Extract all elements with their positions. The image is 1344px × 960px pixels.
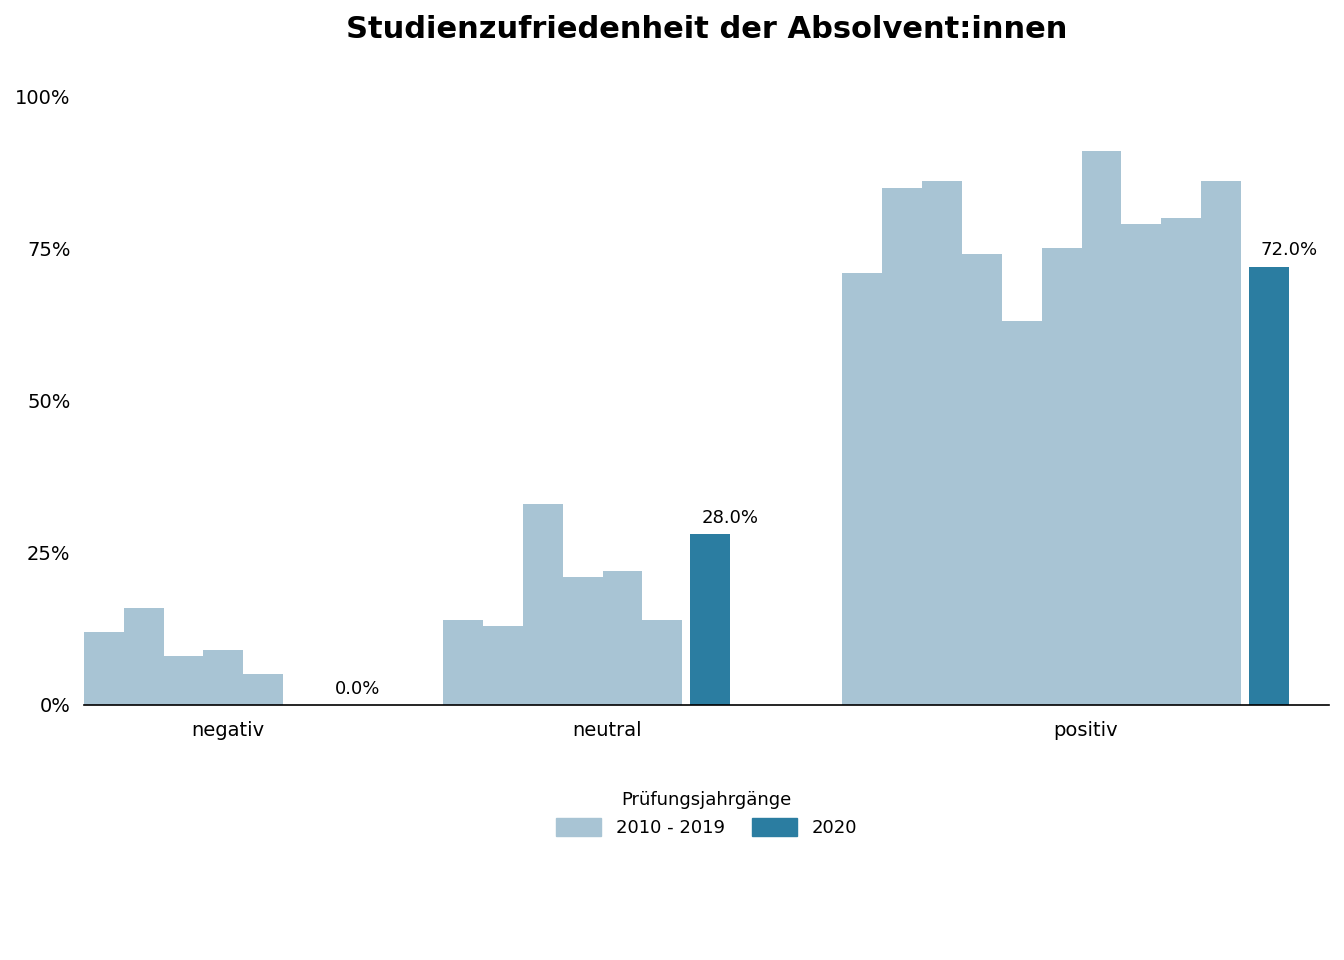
Title: Studienzufriedenheit der Absolvent:innen: Studienzufriedenheit der Absolvent:innen [345,15,1067,44]
Bar [922,181,962,705]
Bar [203,650,243,705]
Bar [962,254,1001,705]
Bar [83,632,124,705]
Bar [124,608,164,705]
Bar [164,657,203,705]
Bar [691,535,730,705]
Text: 28.0%: 28.0% [702,509,759,527]
Bar [482,626,523,705]
Bar [843,273,882,705]
Bar [444,619,482,705]
Bar [1042,249,1082,705]
Bar [1202,181,1242,705]
Bar [882,187,922,705]
Bar [1001,322,1042,705]
Text: 72.0%: 72.0% [1261,241,1317,259]
Legend: 2010 - 2019, 2020: 2010 - 2019, 2020 [556,791,856,837]
Text: 0.0%: 0.0% [335,680,380,698]
Bar [523,504,563,705]
Bar [1082,151,1121,705]
Bar [243,675,284,705]
Bar [602,571,642,705]
Bar [1121,224,1161,705]
Bar [1161,218,1202,705]
Bar [1249,267,1289,705]
Bar [563,577,602,705]
Bar [642,619,683,705]
